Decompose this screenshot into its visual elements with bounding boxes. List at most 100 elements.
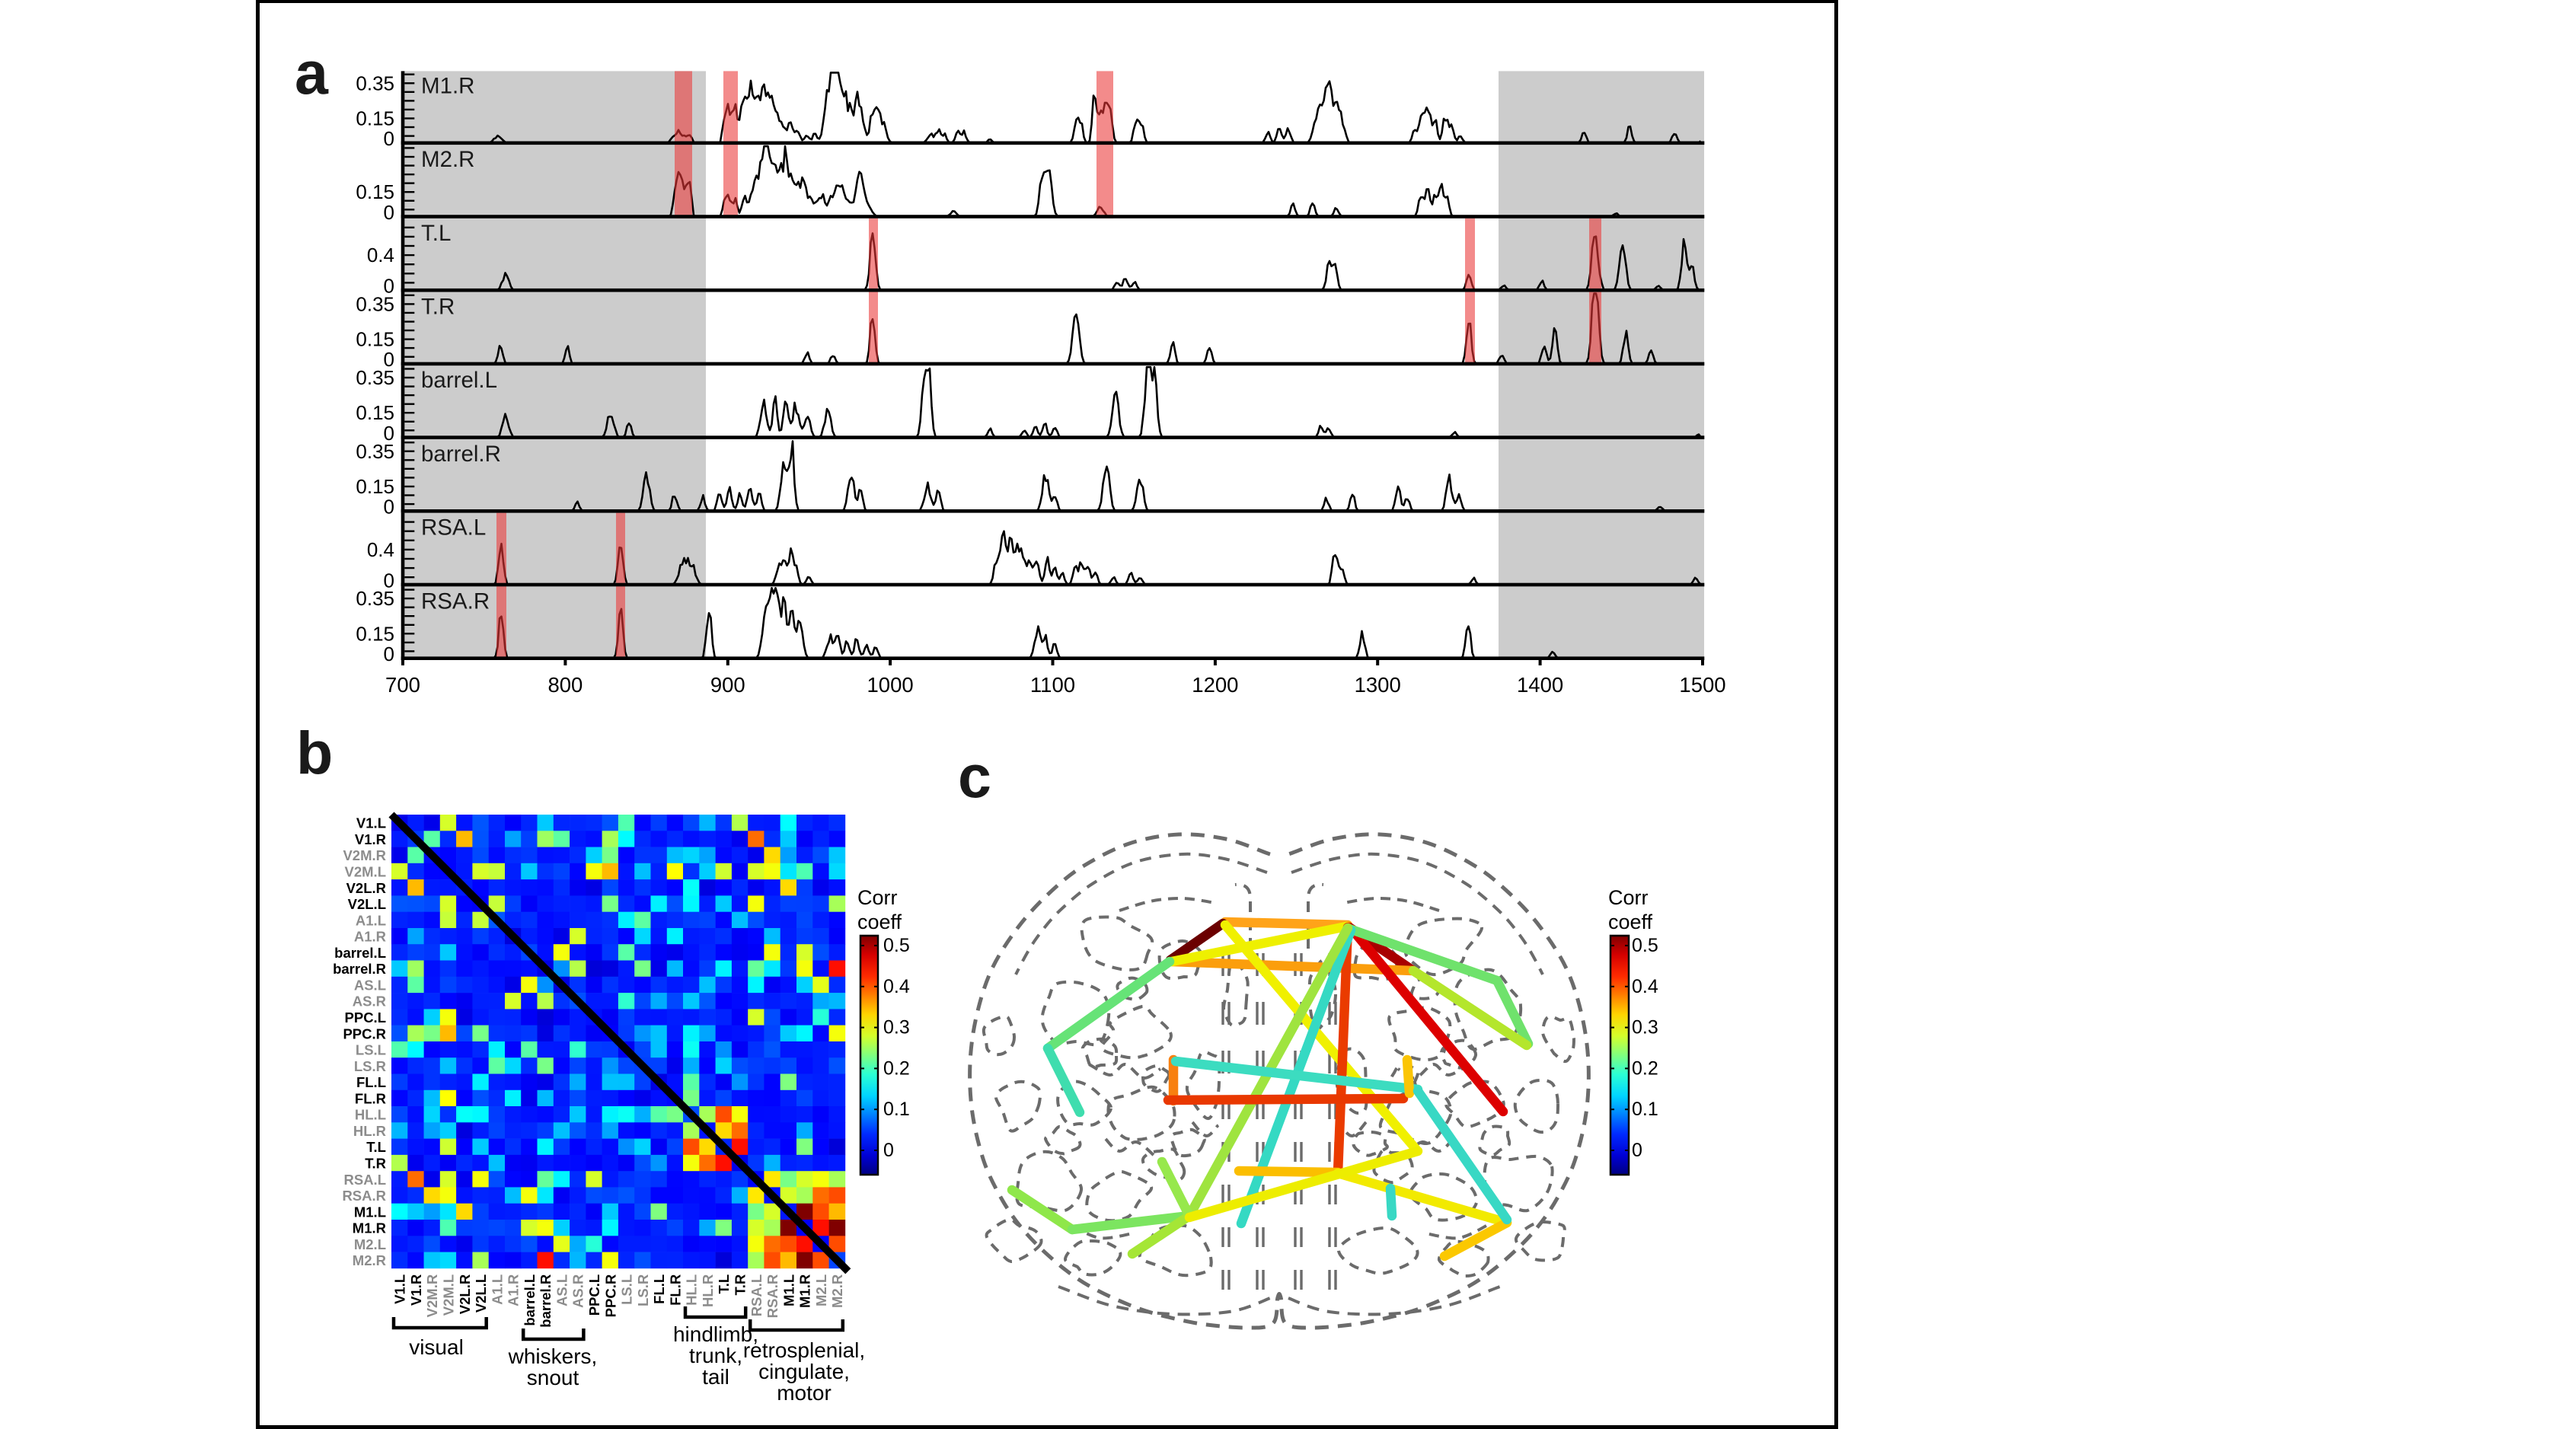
svg-text:0.35: 0.35: [356, 587, 394, 610]
svg-text:whiskers,: whiskers,: [508, 1344, 598, 1368]
svg-text:0.1: 0.1: [883, 1099, 910, 1120]
svg-text:FL.R: FL.R: [667, 1274, 683, 1306]
svg-text:0.15: 0.15: [356, 622, 394, 645]
svg-text:LS.R: LS.R: [635, 1274, 651, 1306]
svg-text:b: b: [296, 719, 333, 786]
svg-text:T.R: T.R: [365, 1156, 386, 1172]
svg-text:retrosplenial,: retrosplenial,: [743, 1338, 865, 1362]
svg-text:0.4: 0.4: [1632, 976, 1658, 997]
svg-text:700: 700: [385, 673, 420, 697]
svg-text:RSA.L: RSA.L: [749, 1274, 765, 1317]
svg-text:HL.R: HL.R: [700, 1274, 716, 1307]
svg-text:A1.R: A1.R: [354, 929, 386, 945]
svg-text:AS.R: AS.R: [353, 994, 386, 1010]
svg-text:0.35: 0.35: [356, 292, 394, 315]
svg-text:cingulate,: cingulate,: [758, 1360, 850, 1383]
svg-text:V2L.L: V2L.L: [348, 896, 386, 912]
svg-text:M1.L: M1.L: [354, 1204, 386, 1220]
svg-text:coeff: coeff: [857, 911, 902, 933]
svg-text:M2.L: M2.L: [813, 1274, 829, 1306]
svg-text:RSA.R: RSA.R: [421, 589, 490, 614]
svg-text:AS.L: AS.L: [554, 1274, 570, 1306]
svg-text:c: c: [958, 742, 991, 810]
svg-text:0.15: 0.15: [356, 401, 394, 424]
svg-text:0.3: 0.3: [1632, 1017, 1658, 1038]
svg-text:M1.R: M1.R: [421, 73, 474, 98]
svg-text:T.L: T.L: [421, 221, 451, 246]
svg-text:T.R: T.R: [421, 295, 455, 320]
svg-text:0: 0: [384, 643, 394, 665]
svg-text:Corr: Corr: [857, 886, 898, 909]
svg-text:V2M.L: V2M.L: [345, 864, 386, 880]
svg-text:barrel.R: barrel.R: [421, 442, 501, 467]
svg-text:barrel.L: barrel.L: [334, 945, 386, 961]
svg-text:0.5: 0.5: [883, 935, 910, 956]
svg-text:0.15: 0.15: [356, 107, 394, 130]
svg-text:V2M.R: V2M.R: [424, 1274, 440, 1318]
svg-text:motor: motor: [777, 1381, 832, 1405]
svg-text:1500: 1500: [1679, 673, 1725, 697]
svg-text:0: 0: [384, 201, 394, 224]
svg-text:0.4: 0.4: [367, 244, 394, 266]
svg-text:0.2: 0.2: [1632, 1057, 1658, 1079]
svg-text:M2.R: M2.R: [829, 1274, 845, 1308]
svg-text:M1.L: M1.L: [780, 1274, 796, 1306]
svg-text:FL.L: FL.L: [356, 1074, 386, 1090]
svg-text:PPC.R: PPC.R: [602, 1274, 618, 1318]
svg-text:barrel.R: barrel.R: [538, 1274, 554, 1328]
svg-text:V2L.R: V2L.R: [346, 880, 386, 896]
svg-text:900: 900: [710, 673, 745, 697]
svg-text:M2.R: M2.R: [421, 147, 474, 172]
svg-text:V1.R: V1.R: [355, 831, 386, 847]
svg-text:snout: snout: [527, 1366, 579, 1389]
svg-text:V1.L: V1.L: [392, 1274, 408, 1304]
svg-text:0.35: 0.35: [356, 72, 394, 94]
svg-text:0.35: 0.35: [356, 366, 394, 389]
svg-text:coeff: coeff: [1608, 911, 1653, 933]
svg-text:0.5: 0.5: [1632, 935, 1658, 956]
svg-text:HL.L: HL.L: [684, 1274, 700, 1306]
svg-text:0.1: 0.1: [1632, 1099, 1658, 1120]
svg-text:V2L.R: V2L.R: [457, 1274, 473, 1314]
svg-text:T.R: T.R: [733, 1274, 749, 1296]
svg-text:a: a: [295, 39, 329, 107]
svg-text:LS.L: LS.L: [356, 1042, 386, 1058]
svg-text:M2.L: M2.L: [354, 1236, 386, 1252]
svg-text:0: 0: [384, 496, 394, 518]
svg-text:0.3: 0.3: [883, 1017, 910, 1038]
svg-text:barrel.L: barrel.L: [522, 1274, 538, 1326]
svg-text:hindlimb,: hindlimb,: [673, 1322, 758, 1346]
svg-text:0: 0: [1632, 1140, 1642, 1161]
svg-text:RSA.L: RSA.L: [344, 1172, 387, 1188]
svg-text:FL.L: FL.L: [651, 1274, 667, 1304]
svg-text:1100: 1100: [1030, 673, 1075, 697]
svg-text:LS.L: LS.L: [619, 1274, 635, 1305]
svg-text:RSA.L: RSA.L: [421, 515, 486, 541]
svg-text:0: 0: [384, 127, 394, 150]
svg-text:0: 0: [883, 1140, 894, 1161]
svg-text:0: 0: [384, 422, 394, 445]
svg-text:AS.R: AS.R: [570, 1274, 586, 1308]
svg-text:FL.R: FL.R: [355, 1090, 386, 1106]
svg-text:PPC.L: PPC.L: [586, 1274, 602, 1316]
svg-text:0.15: 0.15: [356, 328, 394, 351]
svg-text:V2M.L: V2M.L: [441, 1274, 457, 1316]
svg-text:tail: tail: [702, 1365, 729, 1389]
svg-text:V2M.R: V2M.R: [343, 847, 386, 863]
svg-text:V1.L: V1.L: [356, 815, 386, 831]
svg-text:M1.R: M1.R: [353, 1220, 386, 1236]
svg-text:0.15: 0.15: [356, 475, 394, 498]
svg-text:barrel.L: barrel.L: [421, 368, 497, 393]
svg-text:0.15: 0.15: [356, 180, 394, 203]
svg-text:1400: 1400: [1517, 673, 1563, 697]
svg-text:T.L: T.L: [366, 1139, 386, 1155]
svg-text:1000: 1000: [867, 673, 914, 697]
svg-text:0.4: 0.4: [367, 538, 394, 561]
svg-text:PPC.L: PPC.L: [345, 1010, 386, 1025]
svg-text:M1.R: M1.R: [797, 1274, 813, 1308]
svg-text:V2L.L: V2L.L: [473, 1274, 489, 1313]
svg-text:0: 0: [384, 275, 394, 298]
svg-text:HL.R: HL.R: [353, 1123, 386, 1139]
svg-text:trunk,: trunk,: [689, 1344, 742, 1367]
svg-text:M2.R: M2.R: [353, 1252, 386, 1268]
